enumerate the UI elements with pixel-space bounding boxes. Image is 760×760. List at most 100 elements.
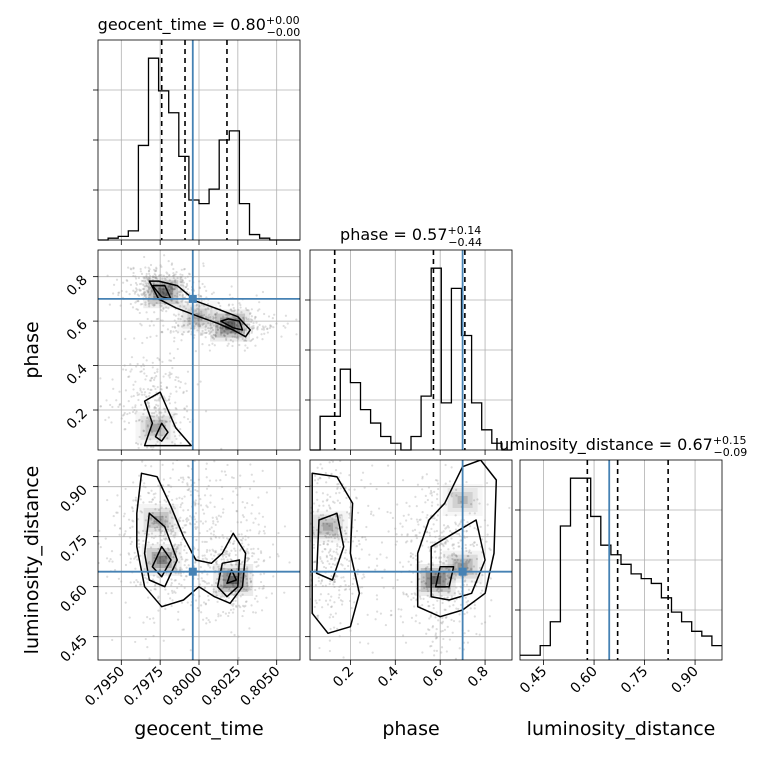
sample-point — [249, 463, 252, 466]
sample-point — [409, 555, 412, 558]
sample-point — [431, 626, 434, 629]
sample-point — [406, 595, 410, 598]
sample-point — [440, 567, 443, 570]
sample-point — [186, 324, 189, 327]
sample-point — [131, 306, 135, 309]
sample-point — [188, 514, 192, 518]
sample-point — [180, 583, 183, 587]
sample-point — [198, 532, 201, 535]
sample-point — [113, 524, 116, 527]
sample-point — [465, 560, 468, 563]
sample-point — [339, 622, 342, 625]
sample-point — [183, 319, 186, 323]
sample-point — [146, 562, 150, 565]
sample-point — [205, 504, 208, 507]
sample-point — [421, 651, 424, 654]
sample-point — [452, 552, 455, 555]
sample-point — [431, 501, 434, 504]
sample-point — [170, 578, 173, 581]
sample-point — [179, 505, 182, 509]
sample-point — [202, 304, 206, 307]
sample-point — [355, 497, 358, 500]
sample-point — [110, 591, 113, 595]
sample-point — [232, 602, 235, 606]
sample-point — [211, 336, 214, 339]
sample-point — [201, 329, 204, 333]
sample-point — [143, 482, 146, 485]
sample-point — [257, 547, 260, 550]
sample-point — [159, 531, 163, 535]
sample-point — [170, 525, 173, 528]
sample-point — [139, 581, 142, 584]
sample-point — [329, 549, 332, 553]
sample-point — [142, 573, 146, 577]
sample-point — [330, 445, 332, 447]
sample-point — [410, 540, 413, 543]
sample-point — [247, 536, 250, 539]
sample-point — [201, 579, 204, 582]
sample-point — [241, 604, 245, 607]
sample-point — [174, 378, 177, 382]
sample-point — [215, 561, 218, 564]
sample-point — [187, 564, 190, 567]
sample-point — [154, 276, 158, 279]
sample-point — [146, 416, 149, 419]
sample-point — [263, 312, 266, 316]
sample-point — [344, 583, 347, 587]
sample-point — [151, 290, 154, 293]
sample-point — [485, 540, 488, 543]
sample-point — [454, 568, 458, 571]
sample-point — [268, 556, 272, 559]
sample-point — [169, 286, 172, 289]
sample-point — [236, 336, 239, 339]
sample-point — [125, 279, 128, 282]
sample-point — [135, 288, 138, 291]
sample-point — [197, 318, 200, 321]
sample-point — [441, 622, 444, 625]
sample-point — [234, 317, 237, 320]
sample-point — [197, 478, 201, 481]
sample-point — [165, 271, 168, 274]
sample-point — [464, 579, 467, 582]
sample-point — [252, 480, 255, 483]
sample-point — [207, 594, 210, 598]
sample-point — [168, 359, 171, 362]
sample-point — [270, 592, 274, 595]
sample-point — [219, 614, 222, 617]
sample-point — [343, 567, 346, 570]
sample-point — [328, 461, 331, 464]
sample-point — [184, 424, 186, 426]
sample-point — [221, 587, 224, 590]
sample-point — [132, 394, 135, 398]
sample-point — [332, 615, 335, 618]
sample-point — [209, 537, 212, 540]
sample-point — [467, 554, 470, 558]
density-contour — [136, 472, 247, 608]
sample-point — [182, 331, 185, 334]
sample-point — [153, 385, 156, 388]
sample-point — [444, 680, 446, 682]
sample-point — [115, 278, 119, 281]
sample-point — [203, 285, 206, 288]
sample-point — [214, 335, 217, 338]
sample-point — [246, 584, 249, 587]
sample-point — [223, 567, 226, 570]
sample-point — [288, 561, 291, 564]
sample-point — [220, 470, 223, 473]
sample-point — [147, 596, 150, 599]
sample-point — [324, 518, 328, 522]
sample-point — [209, 501, 212, 504]
sample-point — [245, 556, 248, 560]
sample-point — [181, 281, 184, 284]
sample-point — [208, 549, 211, 552]
sample-point — [231, 542, 235, 546]
sample-point — [164, 519, 167, 522]
sample-point — [272, 326, 275, 329]
sample-point — [212, 549, 215, 553]
sample-point — [177, 376, 180, 379]
sample-point — [147, 299, 150, 302]
sample-point — [183, 531, 186, 534]
sample-point — [216, 520, 219, 523]
sample-point — [172, 545, 176, 548]
sample-point — [120, 289, 123, 293]
